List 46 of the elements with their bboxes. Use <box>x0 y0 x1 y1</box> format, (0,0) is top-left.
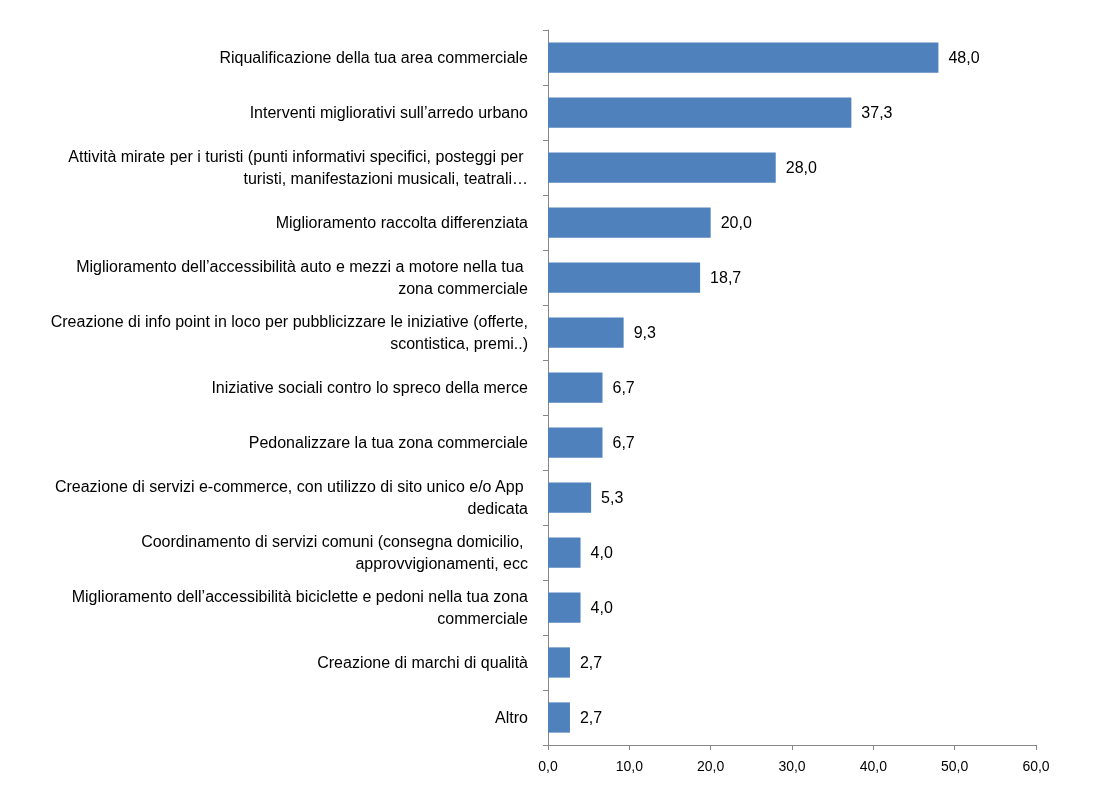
y-tick-label: Riqualificazione della tua area commerciale <box>219 49 529 66</box>
bar <box>548 152 776 183</box>
x-tick-label: 30,0 <box>778 758 806 774</box>
data-label: 4,0 <box>590 544 613 561</box>
bar <box>548 372 603 403</box>
y-tick-label: Miglioramento dell’accessibilità biciclette e pedoni nella tua zona commerciale <box>71 588 529 627</box>
x-tick-label: 0,0 <box>538 758 558 774</box>
y-tick-label: Pedonalizzare la tua zona commerciale <box>248 434 529 451</box>
y-tick-label: Miglioramento dell’accessibilità auto e mezzi a motore nella tua zona commerciale <box>76 258 529 297</box>
bar <box>548 262 701 293</box>
y-tick-label: Attività mirate per i turisti (punti informativi specifici, posteggi per turisti, manifestazioni musicali, teatrali… <box>68 148 528 187</box>
x-tick-label: 10,0 <box>615 758 644 774</box>
data-label: 37,3 <box>861 104 893 121</box>
bar <box>548 482 592 513</box>
data-label: 5,3 <box>601 489 624 506</box>
data-label: 2,7 <box>579 654 603 671</box>
bar <box>548 702 570 733</box>
data-label: 2,7 <box>579 709 603 726</box>
y-tick-label: Interventi migliorativi sull’arredo urbano <box>249 104 529 121</box>
data-label: 4,0 <box>590 599 613 616</box>
y-tick-label: Creazione di info point in loco per pubblicizzare le iniziative (offerte, scontistica, premi..) <box>50 313 528 352</box>
x-tick-label: 40,0 <box>859 758 888 774</box>
data-label: 48,0 <box>948 49 980 66</box>
data-label: 28,0 <box>785 159 817 176</box>
data-label: 20,0 <box>720 214 752 231</box>
bar <box>548 592 581 623</box>
bar <box>548 317 624 348</box>
y-tick-label: Altro <box>495 709 529 726</box>
bar <box>548 42 939 73</box>
y-tick-label: Miglioramento raccolta differenziata <box>275 214 529 231</box>
y-tick-label: Iniziative sociali contro lo spreco della merce <box>211 379 529 396</box>
data-label: 6,7 <box>612 434 635 451</box>
x-tick-label: 60,0 <box>1022 758 1050 774</box>
data-label: 9,3 <box>633 324 656 341</box>
bar <box>548 207 711 238</box>
bar <box>548 647 570 678</box>
bar <box>548 97 852 128</box>
y-tick-label: Creazione di servizi e-commerce, con utilizzo di sito unico e/o App dedicata <box>54 478 529 517</box>
y-tick-label: Coordinamento di servizi comuni (consegna domicilio, approvvigionamenti, ecc <box>141 533 528 572</box>
bar <box>548 537 581 568</box>
data-label: 18,7 <box>710 269 742 286</box>
data-label: 6,7 <box>612 379 635 396</box>
y-tick-label: Creazione di marchi di qualità <box>317 654 529 671</box>
x-tick-label: 50,0 <box>941 758 969 774</box>
bar <box>548 427 603 458</box>
x-tick-label: 20,0 <box>697 758 725 774</box>
